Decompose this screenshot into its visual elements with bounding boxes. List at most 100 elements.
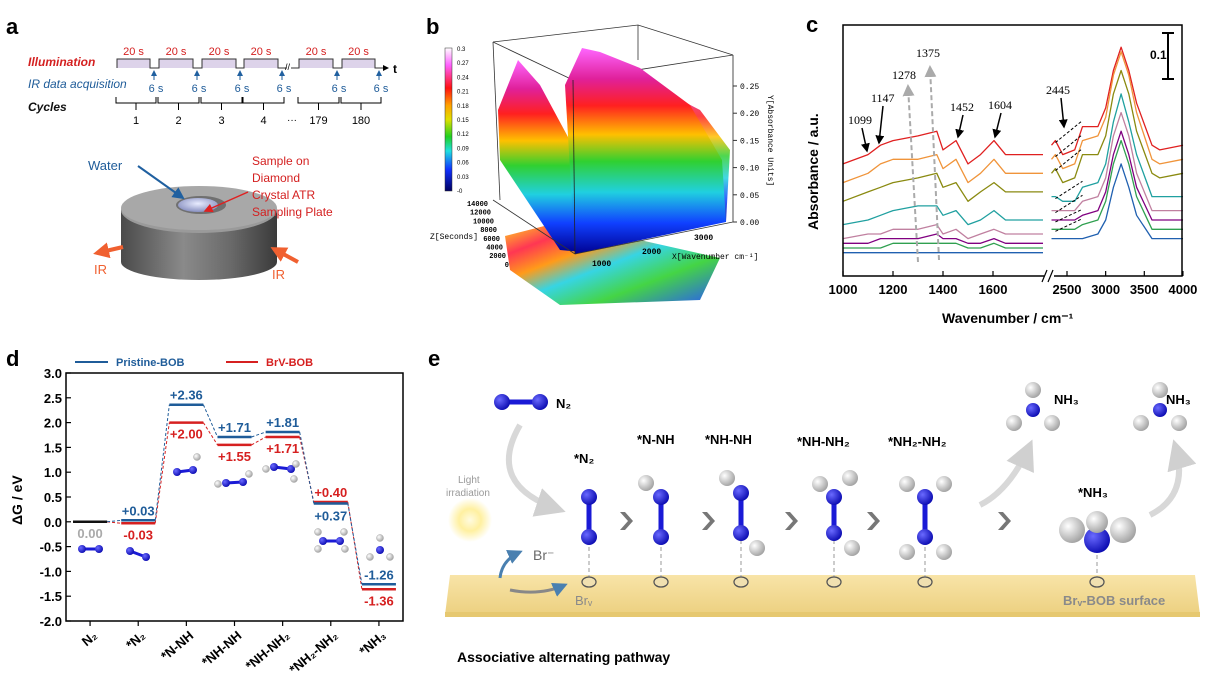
connector-pristine bbox=[107, 519, 122, 523]
nitrogen-atom-icon bbox=[319, 537, 327, 545]
nitrogen-atom-icon bbox=[126, 547, 134, 555]
nitrogen-atom-icon bbox=[270, 463, 278, 471]
illumination-pulse bbox=[117, 59, 150, 68]
panel-c: c 1000 1200 1400 1600 2500 3000 3500 4000 0.1 A… bbox=[805, 12, 1197, 326]
value-label-pristine: +0.37 bbox=[314, 508, 347, 523]
illumination-pulse bbox=[342, 59, 375, 68]
spectrum-line-low bbox=[843, 233, 1043, 244]
y-tick-label: 1.0 bbox=[44, 465, 62, 480]
desorption-arrow-1 bbox=[978, 439, 1034, 508]
nitrogen-atom-icon bbox=[917, 529, 933, 545]
category-label: *NH₃ bbox=[356, 628, 389, 659]
x-axis-ticks: 1000 2000 3000 bbox=[592, 234, 713, 269]
x-tick-label: 2000 bbox=[642, 248, 661, 257]
hydrogen-atom-icon bbox=[290, 475, 298, 483]
hydrogen-atom-icon bbox=[314, 528, 322, 536]
y-tick-label: 0.15 bbox=[740, 137, 759, 146]
category-label: *N₂ bbox=[123, 628, 148, 653]
annotation-1452: 1452 bbox=[950, 100, 974, 114]
surface-ridge-main bbox=[565, 48, 726, 254]
colorbar-tick-label: 0.03 bbox=[457, 175, 469, 181]
hydrogen-atom-icon bbox=[844, 540, 860, 556]
x-tick-label: 4000 bbox=[1168, 282, 1197, 297]
panel-label-a: a bbox=[6, 14, 19, 39]
pulse-duration-label: 20 s bbox=[251, 46, 272, 58]
hydrogen-atom-icon bbox=[812, 476, 828, 492]
legend-label-pristine: Pristine-BOB bbox=[116, 357, 185, 369]
cycle-bracket bbox=[157, 97, 200, 110]
spectrum-line-low bbox=[842, 130, 1043, 165]
pulse-duration-label: 20 s bbox=[123, 46, 144, 58]
nitrogen-atom-icon bbox=[581, 489, 597, 505]
vacancy-site-icon bbox=[917, 576, 933, 588]
vacancy-site-icon bbox=[581, 576, 597, 588]
nitrogen-atom-icon bbox=[239, 478, 247, 486]
step-chevron-icon bbox=[620, 512, 633, 530]
hydrogen-atom-icon bbox=[719, 470, 735, 486]
adsorption-arrow bbox=[505, 423, 566, 517]
ir-left-label: IR bbox=[94, 262, 107, 277]
hydrogen-atom-icon bbox=[214, 480, 222, 488]
surface-ridge-left bbox=[498, 60, 582, 252]
cycle-number: 180 bbox=[352, 115, 370, 127]
colorbar-tick-label: 0.09 bbox=[457, 146, 469, 152]
time-axis-label: t bbox=[393, 62, 397, 76]
z-tick-label: 6000 bbox=[483, 236, 500, 244]
hydrogen-atom-icon bbox=[1086, 511, 1108, 533]
spectrum-line-low bbox=[842, 223, 1043, 240]
x-tick-label: 1000 bbox=[592, 260, 611, 269]
spectrum-line-high bbox=[1050, 51, 1184, 170]
sample-label-line4: Sampling Plate bbox=[252, 205, 333, 219]
vacancy-site-icon bbox=[1089, 576, 1105, 588]
annotation-1604: 1604 bbox=[988, 98, 1012, 112]
hydrogen-atom-icon bbox=[1171, 415, 1187, 431]
hydrogen-atom-icon bbox=[1152, 382, 1168, 398]
spectrum-line-high bbox=[1051, 163, 1183, 240]
ir-acquisition-label: IR data acquisition bbox=[28, 77, 127, 91]
connector-pristine bbox=[202, 404, 218, 438]
nitrogen-atom-icon bbox=[917, 489, 933, 505]
cycle-bracket bbox=[297, 97, 340, 110]
x-axis-label: X[Wavenumber cm⁻¹] bbox=[672, 253, 758, 262]
x-tick-label: 3000 bbox=[694, 234, 713, 243]
vacancy-site-icon bbox=[653, 576, 669, 588]
y-tick-label: 0.5 bbox=[44, 490, 62, 505]
panel-label-b: b bbox=[426, 14, 439, 39]
water-label: Water bbox=[88, 158, 123, 173]
time-axis bbox=[116, 58, 388, 68]
nitrogen-atom-icon bbox=[173, 468, 181, 476]
hydrogen-atom-icon bbox=[1110, 517, 1136, 543]
baseline-dashed bbox=[1055, 148, 1083, 171]
x-tick-label: 1600 bbox=[979, 282, 1008, 297]
annotation-1375: 1375 bbox=[916, 46, 940, 60]
hydrogen-atom-icon bbox=[638, 475, 654, 491]
plot-frame-d bbox=[65, 372, 404, 622]
spectrum-line-low bbox=[842, 153, 1043, 184]
y-tick-label: 0.10 bbox=[740, 165, 759, 174]
spectrum-line-low bbox=[843, 242, 1043, 249]
br-vacancy-label: Brᵥ bbox=[575, 593, 593, 608]
cycle-number: 179 bbox=[309, 115, 327, 127]
spectrum-line-high bbox=[1051, 46, 1184, 156]
vacancy-site-icon bbox=[733, 576, 749, 588]
step-chevron-icon bbox=[867, 512, 880, 530]
value-label-pristine: +2.36 bbox=[170, 388, 203, 403]
annotation-arrow-1147 bbox=[875, 105, 885, 145]
step-chevron-icon bbox=[785, 512, 798, 530]
cycle-number: 4 bbox=[260, 115, 266, 127]
panel-d: d Pristine-BOB BrV-BOB 3.0 2.5 2.0 1.5 1.0 0.… bbox=[6, 346, 404, 677]
spectra-plot: 1000 1200 1400 1600 2500 3000 3500 4000 bbox=[829, 46, 1197, 297]
hydrogen-atom-icon bbox=[842, 470, 858, 486]
spectrum-line-high bbox=[1050, 69, 1184, 184]
value-label-pristine: +1.71 bbox=[218, 420, 251, 435]
hydrogen-atom-icon bbox=[193, 453, 201, 461]
cycle-bracket bbox=[340, 97, 382, 110]
plot-frame bbox=[842, 24, 1183, 277]
atr-crystal-illustration bbox=[121, 186, 277, 280]
value-label-brv: -1.36 bbox=[364, 593, 394, 608]
hydrogen-atom-icon bbox=[376, 534, 384, 542]
connector-pristine bbox=[347, 503, 363, 585]
surface-label: Brᵥ-BOB surface bbox=[1063, 593, 1165, 608]
y-tick-label: 0.20 bbox=[740, 110, 759, 119]
ir-in-arrow bbox=[270, 247, 299, 264]
